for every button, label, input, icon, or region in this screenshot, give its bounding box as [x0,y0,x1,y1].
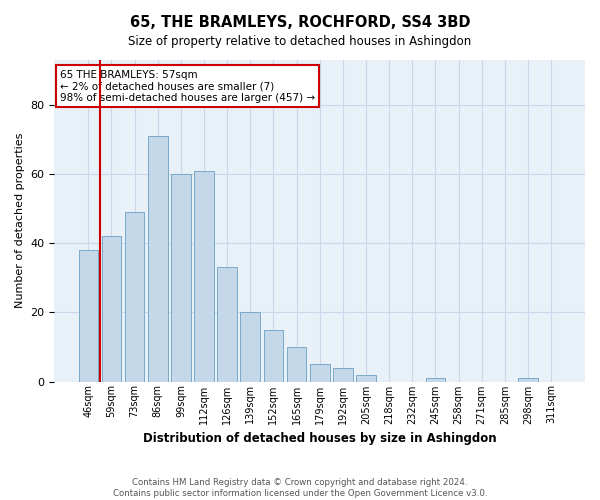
Bar [101,236,121,382]
Text: 65, THE BRAMLEYS, ROCHFORD, SS4 3BD: 65, THE BRAMLEYS, ROCHFORD, SS4 3BD [130,15,470,30]
Bar [263,330,283,382]
Bar [217,268,237,382]
Bar [171,174,191,382]
Bar [356,374,376,382]
Bar [518,378,538,382]
Bar [79,250,98,382]
X-axis label: Distribution of detached houses by size in Ashingdon: Distribution of detached houses by size … [143,432,497,445]
Bar [287,347,307,382]
Bar [310,364,329,382]
Text: Size of property relative to detached houses in Ashingdon: Size of property relative to detached ho… [128,35,472,48]
Text: Contains HM Land Registry data © Crown copyright and database right 2024.
Contai: Contains HM Land Registry data © Crown c… [113,478,487,498]
Bar [125,212,145,382]
Bar [425,378,445,382]
Y-axis label: Number of detached properties: Number of detached properties [15,133,25,308]
Bar [241,312,260,382]
Text: 65 THE BRAMLEYS: 57sqm
← 2% of detached houses are smaller (7)
98% of semi-detac: 65 THE BRAMLEYS: 57sqm ← 2% of detached … [60,70,315,103]
Bar [194,170,214,382]
Bar [148,136,167,382]
Bar [333,368,353,382]
